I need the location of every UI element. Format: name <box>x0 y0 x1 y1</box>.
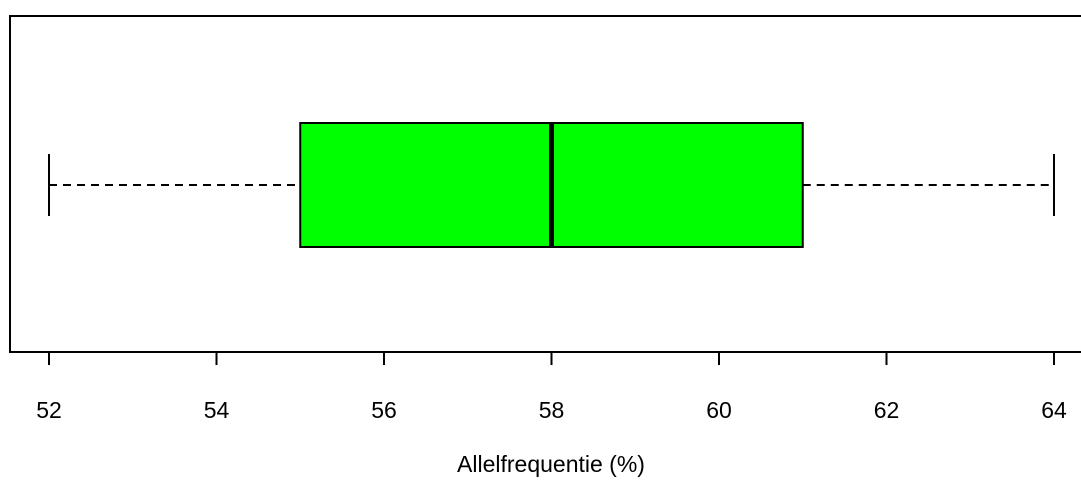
x-tick-label: 60 <box>706 397 732 423</box>
x-tick-label: 62 <box>874 397 900 423</box>
x-tick-label: 64 <box>1041 397 1067 423</box>
x-tick-label: 56 <box>371 397 397 423</box>
x-axis: 52 54 56 58 60 62 64 <box>36 351 1067 423</box>
x-tick-label: 58 <box>539 397 565 423</box>
x-tick-label: 52 <box>36 397 62 423</box>
chart-marks <box>48 122 1055 248</box>
x-tick-label: 54 <box>204 397 230 423</box>
x-axis-title: Allelfrequentie (%) <box>457 451 645 477</box>
